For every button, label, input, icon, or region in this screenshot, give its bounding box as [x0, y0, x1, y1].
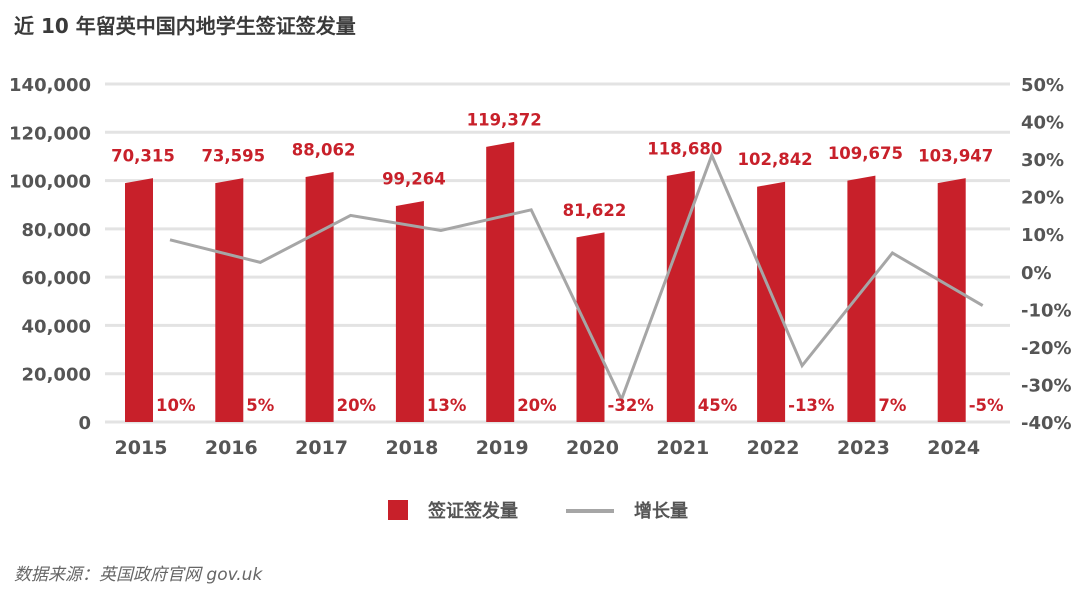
bar-value-label: 118,680	[647, 139, 722, 158]
y-right-tick-label: -20%	[1021, 338, 1072, 359]
line-series	[169, 151, 984, 404]
legend-swatch-bar	[388, 500, 408, 520]
bar	[847, 175, 876, 422]
x-tick-label: 2022	[747, 437, 800, 459]
y-left-tick-label: 80,000	[22, 220, 91, 241]
bar-series	[125, 141, 966, 422]
y-right-tick-label: 0%	[1021, 263, 1052, 284]
bar-data-labels: 70,315 73,595 88,062 99,264 119,372 81,622 118…	[111, 110, 993, 220]
y-right-tick-label: -10%	[1021, 300, 1072, 321]
growth-value-label: 13%	[427, 396, 467, 415]
x-tick-label: 2018	[385, 437, 438, 459]
bar-value-label: 70,315	[111, 147, 175, 166]
bar-value-label: 73,595	[201, 147, 265, 166]
x-tick-label: 2016	[205, 437, 258, 459]
bar-value-label: 119,372	[467, 110, 542, 129]
right-axis-ticks: -40% -30% -20% -10% 0% 10% 20% 30% 40% 50%	[1021, 75, 1072, 434]
y-left-tick-label: 120,000	[9, 123, 91, 144]
bar	[937, 178, 966, 422]
x-tick-label: 2024	[927, 437, 980, 459]
bar-value-label: 109,675	[828, 144, 903, 163]
growth-value-label: 20%	[517, 396, 557, 415]
bar	[666, 170, 695, 422]
y-left-tick-label: 60,000	[22, 268, 91, 289]
growth-line	[169, 151, 984, 404]
growth-value-label: 7%	[878, 396, 906, 415]
bar	[305, 172, 334, 422]
y-left-tick-label: 140,000	[9, 75, 91, 96]
y-left-tick-label: 40,000	[22, 316, 91, 337]
bar	[125, 178, 153, 422]
y-right-tick-label: 30%	[1021, 150, 1064, 171]
x-tick-label: 2017	[295, 437, 348, 459]
y-right-tick-label: -40%	[1021, 413, 1072, 434]
bar-value-label: 88,062	[292, 141, 356, 160]
bar	[757, 181, 786, 422]
y-right-tick-label: 50%	[1021, 75, 1064, 96]
left-axis-ticks: 0 20,000 40,000 60,000 80,000 100,000 120,000 1…	[9, 75, 91, 434]
x-axis-ticks: 2015 2016 2017 2018 2019 2020 2021 2022 2023 2024	[115, 437, 981, 459]
growth-value-label: 10%	[156, 396, 196, 415]
x-tick-label: 2023	[837, 437, 890, 459]
source-note: 数据来源：英国政府官网 gov.uk	[14, 565, 263, 585]
growth-value-label: -5%	[969, 396, 1004, 415]
legend: 签证签发量 增长量	[388, 500, 688, 522]
y-left-tick-label: 20,000	[22, 365, 91, 386]
y-left-tick-label: 0	[78, 413, 91, 434]
bar	[215, 178, 244, 422]
legend-label-line: 增长量	[634, 500, 688, 522]
bar-value-label: 99,264	[382, 170, 446, 189]
chart-title: 近 10 年留英中国内地学生签证签发量	[14, 14, 356, 38]
x-tick-label: 2015	[115, 437, 168, 459]
growth-value-label: -13%	[788, 396, 835, 415]
y-right-tick-label: -30%	[1021, 375, 1072, 396]
legend-label-bar: 签证签发量	[427, 500, 518, 522]
growth-value-label: 5%	[246, 396, 274, 415]
grid-lines	[105, 82, 1010, 424]
bar	[395, 201, 424, 422]
growth-data-labels: 10% 5% 20% 13% 20% -32% 45% -13% 7% -5%	[156, 396, 1004, 415]
y-right-tick-label: 40%	[1021, 113, 1064, 134]
x-tick-label: 2019	[476, 437, 529, 459]
bar	[486, 141, 515, 422]
bar-value-label: 81,622	[563, 201, 627, 220]
bar	[576, 232, 605, 422]
bar-value-label: 102,842	[738, 150, 813, 169]
x-tick-label: 2021	[656, 437, 709, 459]
bar-value-label: 103,947	[918, 147, 993, 166]
growth-value-label: 45%	[698, 396, 738, 415]
y-right-tick-label: 20%	[1021, 188, 1064, 209]
growth-value-label: 20%	[337, 396, 377, 415]
growth-value-label: -32%	[608, 396, 655, 415]
y-left-tick-label: 100,000	[9, 172, 91, 193]
x-tick-label: 2020	[566, 437, 619, 459]
y-right-tick-label: 10%	[1021, 225, 1064, 246]
